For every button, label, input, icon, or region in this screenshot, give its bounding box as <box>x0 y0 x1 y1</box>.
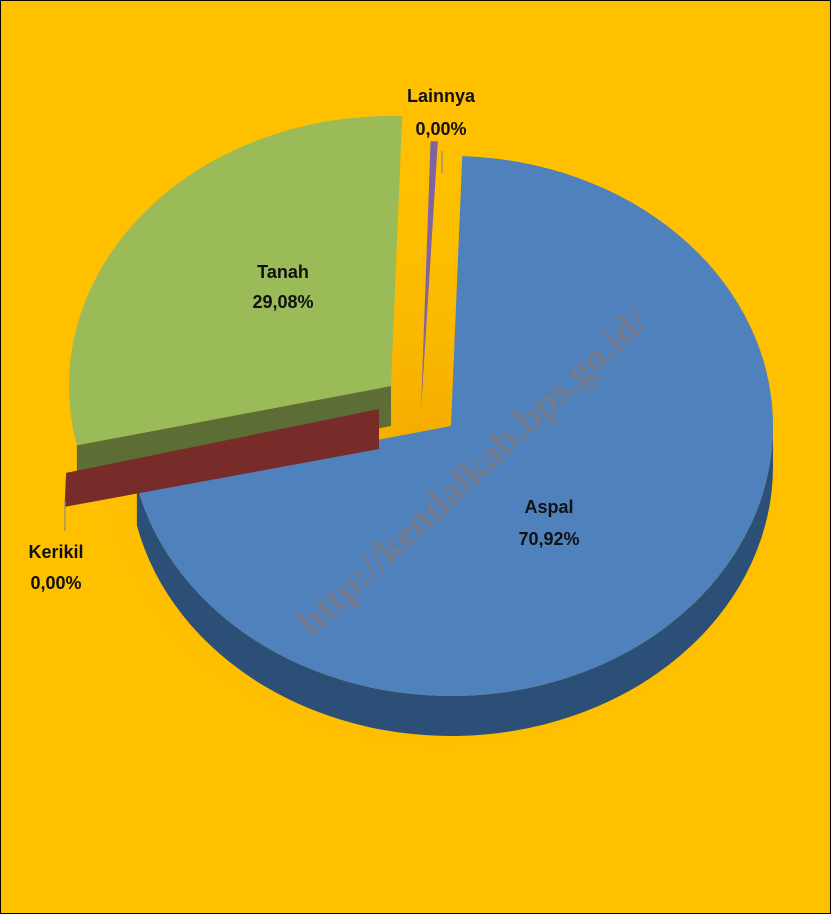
label-kerikil-value: 0,00% <box>30 573 81 593</box>
pie-slice-kerikil <box>64 409 379 531</box>
aspal-top <box>136 156 773 696</box>
tanah-top <box>69 116 403 446</box>
pie-slice-lainnya <box>421 141 443 411</box>
label-aspal-name: Aspal <box>524 497 573 517</box>
pie-slice-aspal <box>136 156 774 736</box>
lainnya-sliver <box>421 141 438 411</box>
label-lainnya-value: 0,00% <box>415 119 466 139</box>
kerikil-side <box>64 409 379 507</box>
label-tanah-name: Tanah <box>257 262 309 282</box>
label-lainnya-name: Lainnya <box>407 86 476 106</box>
label-kerikil-name: Kerikil <box>28 542 83 562</box>
label-tanah-value: 29,08% <box>252 292 313 312</box>
label-aspal-value: 70,92% <box>518 529 579 549</box>
